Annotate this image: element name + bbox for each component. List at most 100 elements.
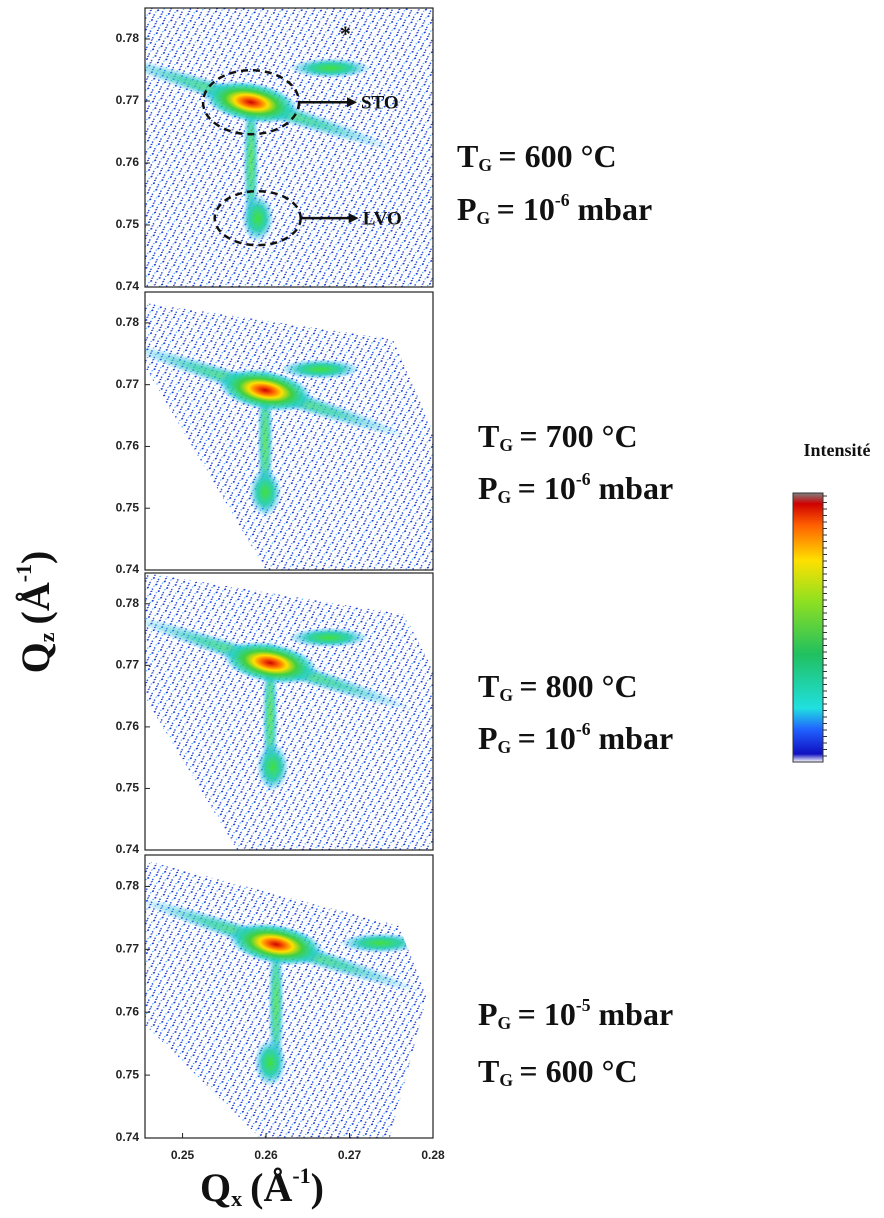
frame	[144, 7, 434, 288]
label-sup: -1	[11, 564, 36, 582]
map-area	[145, 303, 433, 570]
x-tick-label: 0.25	[171, 1148, 195, 1162]
y-tick-label: 0.76	[116, 719, 140, 733]
label-sup: -1	[292, 1163, 310, 1188]
noise	[145, 860, 428, 1138]
label-var: T	[478, 668, 499, 704]
map-area	[145, 8, 433, 287]
label: TG = 700 °C	[478, 418, 638, 455]
label-text: = 600 °C	[519, 1053, 637, 1089]
label-sup: -6	[576, 719, 591, 739]
panel: 0.74 0.75 0.76 0.77 0.78 0.25 0.26 0.27 0.28	[116, 854, 445, 1162]
arrowhead	[347, 97, 358, 108]
y-tick-label: 0.75	[116, 500, 140, 514]
label-text: = 600 °C	[498, 138, 616, 174]
peak	[249, 468, 282, 517]
peak	[288, 627, 369, 648]
label-text: = 10	[518, 720, 576, 756]
label-post: mbar	[578, 191, 653, 227]
label-sub: x	[231, 1186, 242, 1211]
label-var: T	[478, 1053, 499, 1089]
y-tick-label: 0.75	[116, 781, 140, 795]
label-var: P	[457, 191, 477, 227]
y-tick-label: 0.78	[116, 315, 140, 329]
map-area	[145, 860, 428, 1138]
y-tick-label: 0.74	[116, 1130, 140, 1144]
label-var: Q	[13, 642, 58, 673]
label-text: = 800 °C	[519, 668, 637, 704]
y-tick-label: 0.75	[116, 1067, 140, 1081]
label-sub: G	[499, 435, 513, 455]
label-sub: z	[34, 632, 59, 642]
peak	[217, 368, 313, 412]
annotation: STO	[361, 93, 399, 114]
peak	[241, 194, 274, 243]
map-area	[145, 573, 433, 850]
frame	[144, 291, 434, 571]
label-var: P	[478, 996, 498, 1032]
label-close: )	[311, 1165, 324, 1210]
x-tick-label: 0.26	[254, 1148, 278, 1162]
label-sub: G	[498, 737, 512, 757]
frame	[144, 854, 434, 1139]
peak	[340, 933, 421, 954]
label-var: P	[478, 720, 498, 756]
label-text: = 700 °C	[519, 418, 637, 454]
label-sup: -5	[576, 995, 591, 1015]
label-unit: (Å	[13, 582, 58, 624]
arrowhead	[348, 213, 359, 224]
label-var: T	[457, 138, 478, 174]
y-tick-label: 0.77	[116, 942, 140, 956]
y-tick-label: 0.77	[116, 93, 140, 107]
label-sub: G	[498, 487, 512, 507]
y-tick-label: 0.78	[116, 596, 140, 610]
label: PG = 10-5 mbar	[478, 995, 673, 1033]
label-sub: G	[498, 1013, 512, 1033]
peak	[280, 359, 361, 380]
y-tick-label: 0.76	[116, 439, 140, 453]
peak	[254, 1038, 287, 1087]
annotation: *	[340, 21, 351, 46]
label-sub: G	[477, 208, 491, 228]
colorbar	[792, 492, 824, 763]
label: Qz (Å-1)	[11, 551, 59, 674]
label-var: P	[478, 470, 498, 506]
label-sub: G	[499, 685, 513, 705]
frame	[144, 572, 434, 851]
label-var: Q	[200, 1165, 231, 1210]
peak	[222, 641, 318, 685]
label-text: = 10	[518, 470, 576, 506]
label-text: = 10	[497, 191, 555, 227]
peak	[290, 58, 371, 79]
noise	[145, 573, 433, 850]
peak	[256, 742, 289, 791]
label: TG = 800 °C	[478, 668, 638, 705]
label-sub: G	[478, 155, 492, 175]
label-post: mbar	[599, 470, 674, 506]
y-tick-label: 0.77	[116, 377, 140, 391]
panel: 0.74 0.75 0.76 0.77 0.78	[116, 572, 434, 856]
label: TG = 600 °C	[478, 1053, 638, 1090]
x-tick-label: 0.27	[338, 1148, 362, 1162]
label-close: )	[13, 551, 58, 564]
y-tick-label: 0.78	[116, 31, 140, 45]
label: PG = 10-6 mbar	[457, 190, 652, 228]
label: PG = 10-6 mbar	[478, 469, 673, 507]
label-unit: (Å	[250, 1165, 292, 1210]
y-tick-label: 0.74	[116, 842, 140, 856]
panel: 0.74 0.75 0.76 0.77 0.78 STO LVO *	[116, 7, 434, 293]
label-sup: -6	[555, 190, 570, 210]
y-tick-label: 0.76	[116, 155, 140, 169]
y-tick-label: 0.75	[116, 217, 140, 231]
label: TG = 600 °C	[457, 138, 617, 175]
label-sub: G	[499, 1070, 513, 1090]
peak	[203, 80, 299, 124]
label-post: mbar	[599, 720, 674, 756]
y-tick-label: 0.76	[116, 1004, 140, 1018]
label: PG = 10-6 mbar	[478, 719, 673, 757]
label-sup: -6	[576, 469, 591, 489]
panel: 0.74 0.75 0.76 0.77 0.78	[116, 291, 434, 576]
label-text: = 10	[518, 996, 576, 1032]
x-tick-label: 0.28	[421, 1148, 445, 1162]
